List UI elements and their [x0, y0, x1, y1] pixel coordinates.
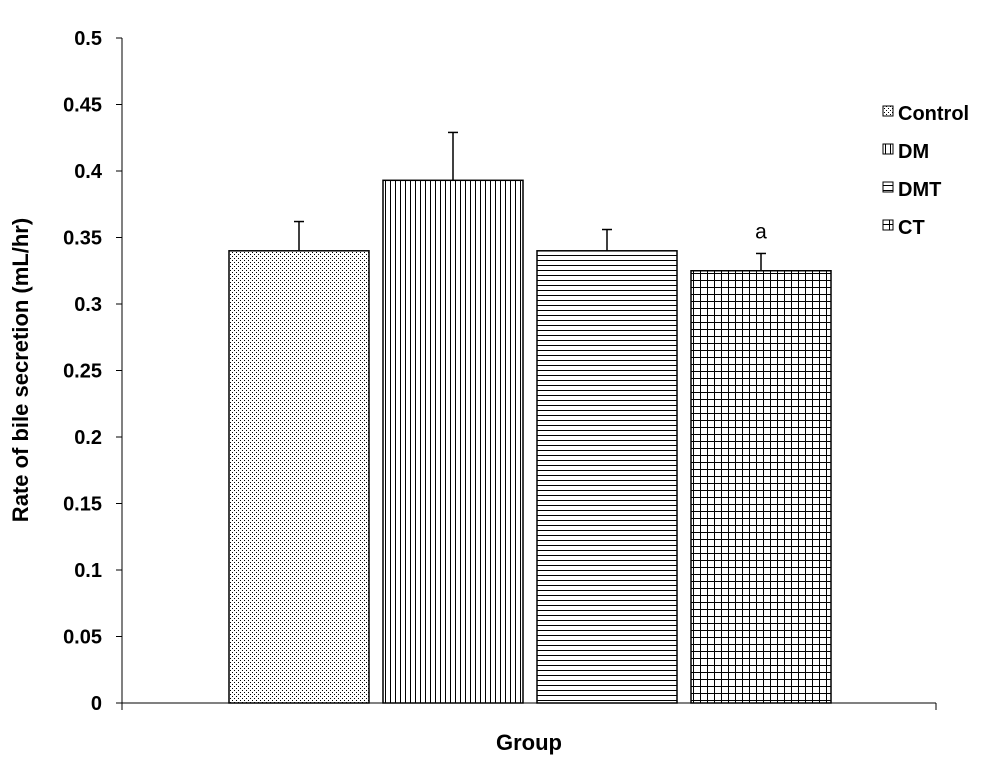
y-tick-label: 0.15: [63, 494, 102, 516]
y-tick-label: 0.1: [74, 560, 102, 582]
bar-dm: [382, 179, 524, 704]
y-tick-label: 0.2: [74, 427, 102, 449]
y-tick-label: 0.4: [74, 161, 103, 183]
error-bars-group: a: [294, 131, 767, 271]
legend: Control DM DMT CT: [882, 103, 969, 239]
legend-label-ct: CT: [898, 217, 925, 239]
y-tick-label: 0.05: [63, 627, 102, 649]
y-tick-label: 0.35: [63, 228, 102, 250]
x-axis: [121, 702, 937, 710]
y-tick-label: 0.5: [74, 28, 102, 50]
legend-label-dm: DM: [898, 141, 929, 163]
legend-label-control: Control: [898, 103, 969, 125]
bar-dmt: [536, 250, 678, 704]
legend-swatch-control: [882, 105, 894, 117]
legend-swatch-ct: [882, 219, 894, 231]
y-axis: 0 0.05 0.1 0.15 0.2 0.25 0.3 0.35 0.4 0.45 0.5: [63, 28, 123, 715]
legend-swatch-dmt: [882, 181, 894, 193]
significance-annotation: a: [755, 220, 767, 243]
legend-label-dmt: DMT: [898, 179, 941, 201]
y-axis-title: Rate of bile secretion (mL/hr): [8, 218, 33, 522]
y-tick-label: 0.45: [63, 95, 102, 117]
y-tick-label: 0.25: [63, 361, 102, 383]
bar-ct: [690, 270, 832, 704]
y-tick-label: 0.3: [74, 294, 102, 316]
legend-swatch-dm: [882, 143, 894, 155]
x-axis-title: Group: [496, 730, 562, 755]
bars-group: [228, 179, 832, 704]
bar-control: [228, 250, 370, 704]
y-tick-label: 0: [91, 693, 102, 715]
